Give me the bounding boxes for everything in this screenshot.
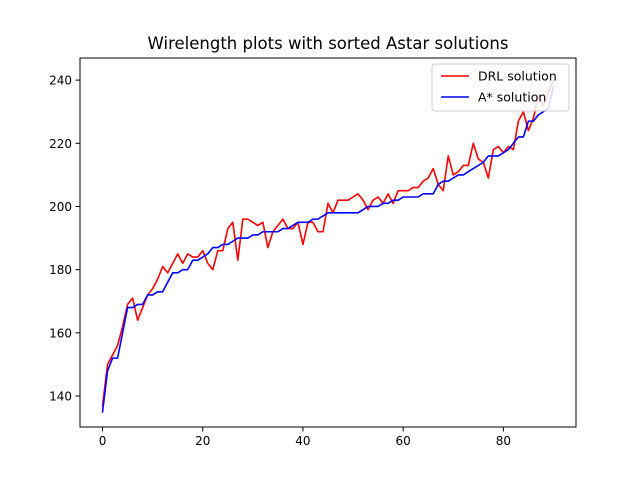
x-tick-label-2: 40 bbox=[295, 434, 310, 448]
x-tick-label-3: 60 bbox=[396, 434, 411, 448]
legend-label-0: DRL solution bbox=[478, 69, 557, 84]
y-tick-label-1: 160 bbox=[49, 326, 72, 340]
x-tick-label-4: 80 bbox=[496, 434, 511, 448]
axes-frame bbox=[79, 57, 577, 428]
x-tick-label-0: 0 bbox=[99, 434, 107, 448]
y-tick-label-5: 240 bbox=[49, 74, 72, 88]
series-line-0 bbox=[101, 79, 555, 407]
series-line-1 bbox=[101, 85, 555, 413]
x-tick-label-1: 20 bbox=[195, 434, 210, 448]
legend: DRL solution A* solution bbox=[431, 63, 570, 112]
y-tick-label-3: 200 bbox=[49, 200, 72, 214]
axes: 0 20 40 60 80 140 160 180 200 220 240 bbox=[49, 57, 577, 448]
legend-label-1: A* solution bbox=[478, 90, 546, 105]
plot-area bbox=[101, 79, 555, 413]
chart-title: Wirelength plots with sorted Astar solut… bbox=[148, 34, 509, 53]
y-tick-label-2: 180 bbox=[49, 263, 72, 277]
y-tick-label-4: 220 bbox=[49, 137, 72, 151]
y-tick-label-0: 140 bbox=[49, 390, 72, 404]
